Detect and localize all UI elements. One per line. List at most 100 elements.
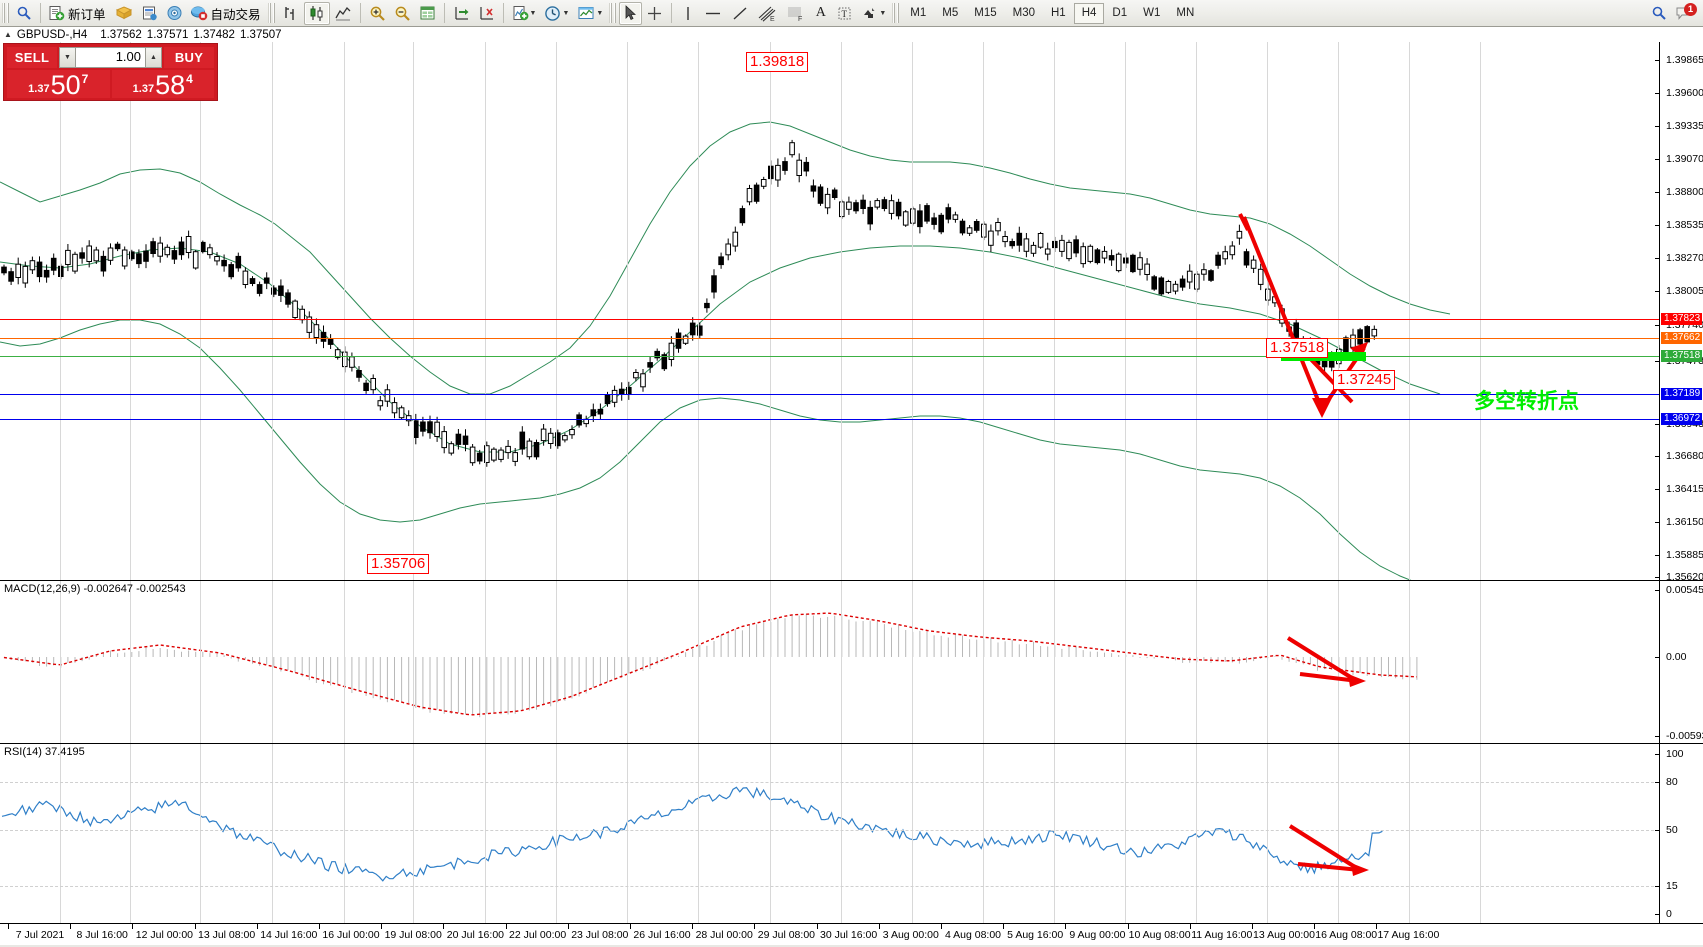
macd-plot-area[interactable] xyxy=(0,581,1703,743)
time-label-14: 3 Aug 00:00 xyxy=(882,929,939,941)
time-tick-12 xyxy=(754,924,756,929)
horizontal-line-tool[interactable] xyxy=(699,2,727,25)
toolbar-separator xyxy=(40,3,41,23)
toolbar-grip-2[interactable] xyxy=(267,3,276,23)
indicators-icon[interactable]: ▼ xyxy=(508,2,541,25)
chevron-down-icon[interactable]: ▼ xyxy=(529,9,537,17)
timeframe-w1[interactable]: W1 xyxy=(1143,7,1161,19)
swing-low-label[interactable]: 1.35706 xyxy=(367,554,430,574)
timeframe-d1[interactable]: D1 xyxy=(1112,7,1128,19)
crosshair-tool[interactable] xyxy=(642,2,667,25)
volume-decrease-button[interactable]: ▼ xyxy=(59,46,76,68)
buy-button[interactable]: BUY xyxy=(164,46,214,68)
horizontal-scrollbar[interactable] xyxy=(0,945,1703,947)
sell-price-display[interactable]: 1.37 50 7 xyxy=(7,70,110,100)
chevron-down-icon-3[interactable]: ▼ xyxy=(596,9,604,17)
trendline-tool[interactable] xyxy=(727,2,753,25)
cursor-tool[interactable] xyxy=(619,1,643,25)
ylabel-rsi-2: 50 xyxy=(1666,824,1678,836)
candlestick-chart-icon[interactable] xyxy=(303,1,330,25)
time-label-20: 13 Aug 00:00 xyxy=(1253,929,1315,941)
support-line-137189[interactable] xyxy=(0,394,1659,395)
toolbar-separator-5 xyxy=(671,3,673,23)
time-label-11: 28 Jul 00:00 xyxy=(695,929,753,941)
collapse-arrow-icon[interactable]: ▲ xyxy=(4,30,12,39)
sell-price-prefix: 1.37 xyxy=(28,83,50,95)
rsi-gridline-80 xyxy=(0,782,1659,783)
zoom-out-icon[interactable] xyxy=(390,2,415,25)
rsi-pane[interactable]: RSI(14) 37.4195 xyxy=(0,743,1703,923)
swing-high-label[interactable]: 1.39818 xyxy=(746,52,809,72)
timeframe-h1[interactable]: H1 xyxy=(1051,7,1066,19)
time-label-17: 9 Aug 00:00 xyxy=(1069,929,1126,941)
line-chart-icon[interactable] xyxy=(330,2,356,25)
periods-icon[interactable]: ▼ xyxy=(540,2,573,25)
support-line-136972[interactable] xyxy=(0,419,1659,420)
autotrading-button[interactable]: 自动交易 xyxy=(187,2,266,25)
resistance-line-137823[interactable] xyxy=(0,319,1659,320)
sell-price-big: 50 xyxy=(50,70,81,100)
price-badge-137662[interactable]: 1.37662 xyxy=(1661,332,1703,344)
turning-point-note[interactable]: 多空转折点 xyxy=(1474,390,1579,413)
time-axis[interactable]: 7 Jul 2021 8 Jul 16:00 12 Jul 00:00 13 Jul … xyxy=(0,923,1703,947)
time-tick-0 xyxy=(8,924,9,929)
templates-icon[interactable]: ▼ xyxy=(573,2,607,25)
toolbar-grip-4[interactable] xyxy=(892,3,901,23)
support-line-137518[interactable] xyxy=(0,356,1659,357)
timeframe-m1[interactable]: M1 xyxy=(910,7,927,19)
rsi-gridline-15 xyxy=(0,886,1659,887)
chevron-down-icon-4[interactable]: ▼ xyxy=(879,9,887,17)
price-badge-137189[interactable]: 1.37189 xyxy=(1661,388,1703,400)
vertical-line-tool[interactable] xyxy=(676,2,699,25)
timeframe-m15[interactable]: M15 xyxy=(974,7,997,19)
volume-input[interactable]: 1.00 xyxy=(76,46,145,68)
wallet-icon[interactable] xyxy=(111,2,137,25)
macd-pane[interactable]: MACD(12,26,9) -0.002647 -0.002543 xyxy=(0,580,1703,743)
price-badge-136972[interactable]: 1.36972 xyxy=(1661,413,1703,425)
target-label[interactable]: 1.37245 xyxy=(1333,370,1396,390)
rsi-plot-area[interactable] xyxy=(0,744,1703,923)
chart-shift-icon[interactable] xyxy=(449,2,474,25)
equidistant-channel-tool[interactable]: E xyxy=(753,2,781,25)
bar-chart-icon[interactable] xyxy=(278,2,304,25)
price-plot-area[interactable]: 1.39818 1.35706 1.37518 1.37245 多空转折点 xyxy=(0,42,1703,580)
toolbar-grip-3[interactable] xyxy=(609,3,618,23)
notifications-icon[interactable]: 1 xyxy=(1671,2,1697,25)
data-window-icon[interactable] xyxy=(415,2,440,25)
quote-symbol: GBPUSD-,H4 xyxy=(16,28,88,41)
time-label-0: 7 Jul 2021 xyxy=(15,929,65,941)
toolbar-grip[interactable] xyxy=(2,3,10,23)
magnifier-icon[interactable] xyxy=(1647,2,1671,25)
toolbar-separator-3 xyxy=(443,3,445,23)
timeframe-mn[interactable]: MN xyxy=(1176,7,1195,19)
ylabel-price-6: 1.38270 xyxy=(1666,252,1703,264)
timeframe-m5[interactable]: M5 xyxy=(942,7,959,19)
label-tool[interactable]: T xyxy=(832,2,857,25)
support-label[interactable]: 1.37518 xyxy=(1266,338,1329,358)
search-icon[interactable] xyxy=(12,2,36,25)
chevron-down-icon-2[interactable]: ▼ xyxy=(562,9,570,17)
rsi-gridline-50 xyxy=(0,830,1659,831)
one-click-trading-panel[interactable]: SELL ▼ 1.00 ▲ BUY 1.37 50 7 1.37 58 4 xyxy=(3,43,218,101)
zoom-in-icon[interactable] xyxy=(365,2,390,25)
time-tick-8 xyxy=(505,924,507,929)
time-label-3: 13 Jul 08:00 xyxy=(197,929,256,941)
sell-button[interactable]: SELL xyxy=(7,46,57,68)
terminal-icon[interactable] xyxy=(137,2,162,25)
buy-price-display[interactable]: 1.37 58 4 xyxy=(111,70,214,99)
volume-stepper[interactable]: ▼ 1.00 ▲ xyxy=(59,46,162,68)
time-label-9: 23 Jul 08:00 xyxy=(571,929,629,941)
timeframe-h4[interactable]: H4 xyxy=(1073,2,1105,24)
price-badge-137518[interactable]: 1.37518 xyxy=(1661,350,1703,362)
new-order-button[interactable]: 新订单 xyxy=(45,2,111,25)
navigator-icon[interactable] xyxy=(162,2,187,25)
price-chart-pane[interactable]: 1.39818 1.35706 1.37518 1.37245 多空转折点 1.… xyxy=(0,42,1703,583)
auto-scroll-icon[interactable] xyxy=(474,2,499,25)
text-tool[interactable]: A xyxy=(815,5,826,20)
volume-increase-button[interactable]: ▲ xyxy=(145,46,162,68)
resistance-line-137662[interactable] xyxy=(0,338,1659,339)
shapes-tool[interactable]: ▼ xyxy=(857,2,890,25)
price-badge-137823[interactable]: 1.37823 xyxy=(1661,313,1703,325)
timeframe-m30[interactable]: M30 xyxy=(1012,7,1035,19)
fibonacci-tool[interactable]: F xyxy=(781,2,809,25)
